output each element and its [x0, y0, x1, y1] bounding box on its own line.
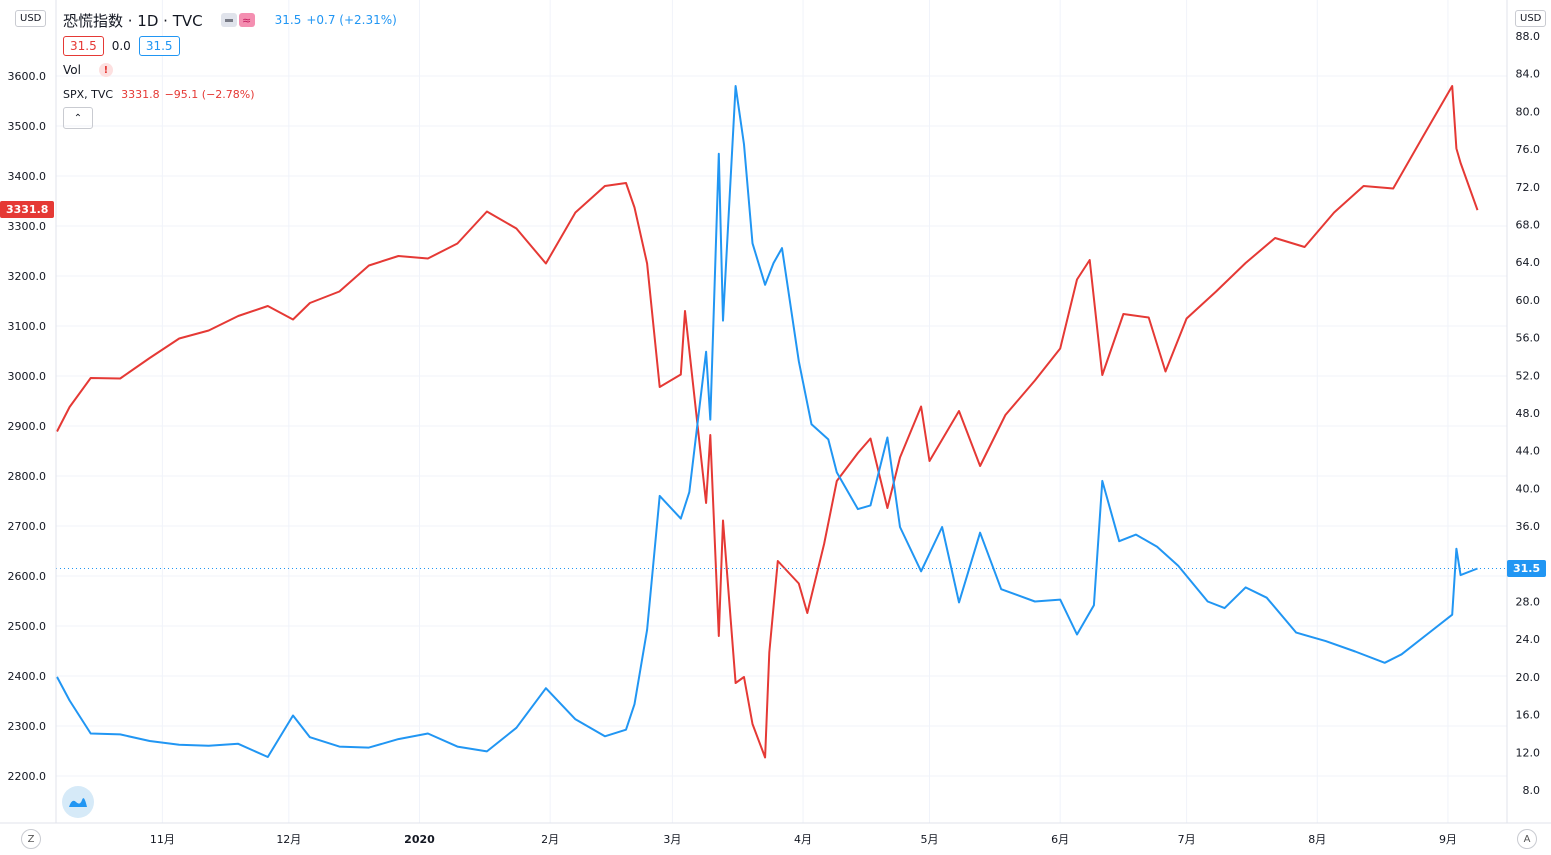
hide-series-icon[interactable] — [220, 13, 237, 27]
grid — [56, 0, 1507, 823]
right-tick-label: 64.0 — [1516, 256, 1541, 269]
right-tick-label: 76.0 — [1516, 143, 1541, 156]
time-tick-label: 7月 — [1178, 833, 1196, 846]
right-tick-label: 56.0 — [1516, 332, 1541, 345]
ohlc-box-open: 31.5 — [63, 36, 104, 56]
spx-row[interactable]: SPX, TVC 3331.8 −95.1 (−2.78%) — [63, 82, 397, 106]
right-tick-label: 68.0 — [1516, 219, 1541, 232]
right-tick-label: 20.0 — [1516, 671, 1541, 684]
left-price-axis: 3600.0 3500.0 3400.0 3300.0 3200.0 3100.0 3000… — [8, 0, 57, 823]
left-tick-label: 3100.0 — [8, 320, 47, 333]
time-tick-label: 2月 — [541, 833, 559, 846]
right-tick-label: 80.0 — [1516, 105, 1541, 118]
auto-scale-button[interactable]: A — [1517, 829, 1537, 849]
compare-icon[interactable]: ≈ — [238, 13, 255, 27]
left-tick-label: 3200.0 — [8, 270, 47, 283]
left-tick-label: 2200.0 — [8, 770, 47, 783]
series-layer — [56, 85, 1507, 759]
left-tick-label: 2900.0 — [8, 420, 47, 433]
left-currency-badge[interactable]: USD — [15, 10, 47, 27]
volume-row[interactable]: Vol ! — [63, 58, 397, 82]
ohlc-row: 31.5 0.0 31.5 — [63, 34, 397, 58]
spx-label[interactable]: SPX, TVC — [63, 87, 114, 101]
spx-series-line[interactable] — [56, 85, 1479, 759]
right-tick-label: 40.0 — [1516, 482, 1541, 495]
right-tick-label: 8.0 — [1523, 784, 1541, 797]
vix-last-value: 31.5 — [274, 13, 302, 27]
right-tick-label: 16.0 — [1516, 709, 1541, 722]
scale-left-button[interactable]: Z — [21, 829, 41, 849]
right-price-axis: 88.0 84.0 80.0 76.0 72.0 68.0 64.0 60.0 56.0 52.0… — [1506, 0, 1541, 823]
legend: 恐慌指数 · 1D · TVC ≈ 31.5 +0.7 (+2.31%) 31.… — [63, 8, 397, 130]
ohlc-box-close: 31.5 — [138, 36, 180, 56]
left-tick-label: 3300.0 — [8, 220, 47, 233]
time-tick-label: 4月 — [794, 833, 812, 846]
main-symbol-row: 恐慌指数 · 1D · TVC ≈ 31.5 +0.7 (+2.31%) — [63, 8, 397, 32]
spx-last-price-tag: 3331.8 — [0, 201, 55, 218]
time-axis: 11月 12月 2020 2月 3月 4月 5月 6月 7月 8月 9月 — [0, 822, 1551, 846]
time-tick-label: 12月 — [276, 833, 301, 846]
right-tick-label: 12.0 — [1516, 746, 1541, 759]
chevron-up-icon[interactable]: ⌃ — [63, 107, 93, 129]
right-tick-label: 84.0 — [1516, 68, 1541, 81]
time-tick-label: 5月 — [921, 833, 939, 846]
left-tick-label: 2700.0 — [8, 520, 47, 533]
right-tick-label: 36.0 — [1516, 520, 1541, 533]
collapse-row: ⌃ — [63, 106, 397, 130]
symbol-title[interactable]: 恐慌指数 · 1D · TVC — [63, 11, 203, 30]
left-tick-label: 3500.0 — [8, 120, 47, 133]
left-tick-label: 3400.0 — [8, 170, 47, 183]
volume-label[interactable]: Vol — [63, 63, 81, 77]
vix-change: +0.7 (+2.31%) — [306, 13, 397, 27]
time-tick-label: 8月 — [1308, 833, 1326, 846]
time-tick-label: 9月 — [1439, 833, 1457, 846]
warning-icon[interactable]: ! — [98, 63, 113, 77]
spx-value: 3331.8 — [121, 87, 160, 101]
left-tick-label: 3600.0 — [8, 70, 47, 83]
left-tick-label: 3000.0 — [8, 370, 47, 383]
tradingview-logo[interactable] — [62, 786, 94, 818]
right-currency-badge[interactable]: USD — [1515, 10, 1547, 27]
left-tick-label: 2400.0 — [8, 670, 47, 683]
right-tick-label: 52.0 — [1516, 369, 1541, 382]
ohlc-middle-value: 0.0 — [111, 39, 131, 53]
spx-change: −95.1 (−2.78%) — [164, 87, 255, 101]
left-tick-label: 2500.0 — [8, 620, 47, 633]
right-tick-label: 48.0 — [1516, 407, 1541, 420]
right-tick-label: 88.0 — [1516, 30, 1541, 43]
time-tick-label: 6月 — [1051, 833, 1069, 846]
right-tick-label: 60.0 — [1516, 294, 1541, 307]
time-tick-label: 3月 — [663, 833, 681, 846]
vix-last-price-tag: 31.5 — [1507, 560, 1547, 577]
right-tick-label: 44.0 — [1516, 445, 1541, 458]
vix-series-line[interactable] — [56, 85, 1478, 758]
time-tick-label: 2020 — [404, 833, 435, 846]
right-tick-label: 24.0 — [1516, 633, 1541, 646]
left-tick-label: 2800.0 — [8, 470, 47, 483]
left-tick-label: 2300.0 — [8, 720, 47, 733]
left-tick-label: 2600.0 — [8, 570, 47, 583]
right-tick-label: 72.0 — [1516, 181, 1541, 194]
right-tick-label: 28.0 — [1516, 596, 1541, 609]
time-tick-label: 11月 — [150, 833, 175, 846]
